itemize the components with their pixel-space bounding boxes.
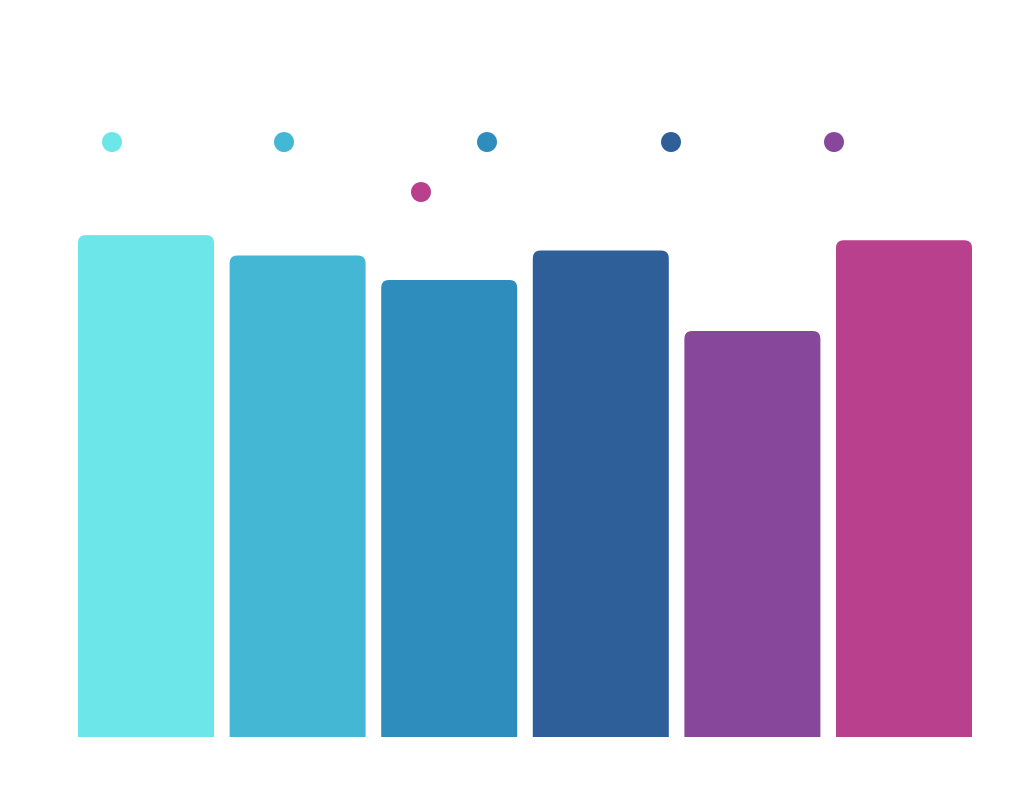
bar (229, 255, 366, 737)
legend-marker (102, 132, 122, 152)
bar (684, 331, 821, 737)
bar (78, 235, 214, 737)
legend-marker (661, 132, 681, 152)
legend-marker (274, 132, 294, 152)
bar (381, 280, 518, 737)
legend-marker (411, 182, 431, 202)
bar (836, 240, 972, 737)
legend-marker (477, 132, 497, 152)
bar (532, 250, 669, 737)
legend-marker (824, 132, 844, 152)
